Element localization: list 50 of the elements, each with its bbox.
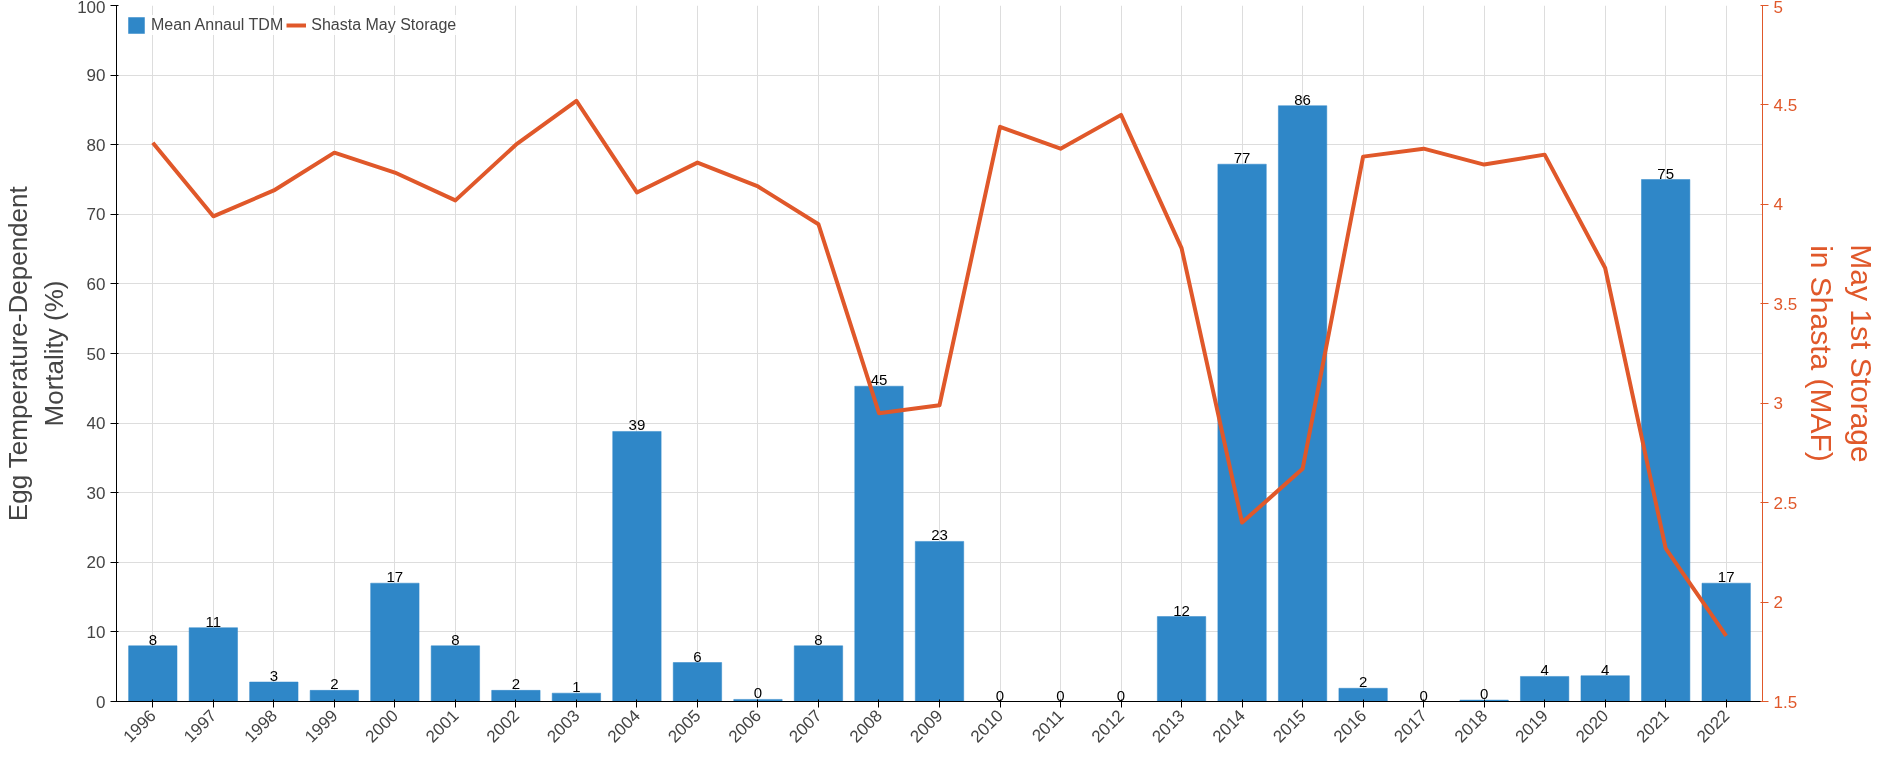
- data-label: 86: [1294, 90, 1311, 108]
- data-label: 8: [148, 630, 157, 648]
- y-tick-label: 40: [86, 414, 106, 434]
- data-label: 1: [572, 678, 581, 696]
- data-label: 0: [753, 684, 763, 702]
- data-label: 11: [205, 612, 222, 630]
- data-label: 6: [693, 647, 702, 665]
- y-tick-label: 20: [86, 553, 106, 573]
- y-tick-label: 30: [86, 483, 106, 503]
- y-tick-label: 90: [86, 66, 106, 86]
- data-label: 17: [386, 568, 404, 586]
- y-tick-label: 10: [86, 622, 106, 642]
- data-label: 2: [1358, 673, 1368, 691]
- data-label: 8: [451, 630, 460, 648]
- y2-tick-label: 3: [1773, 394, 1783, 414]
- y-tick-label: 100: [77, 0, 106, 17]
- data-label: 0: [995, 686, 1005, 704]
- y-tick-label: 0: [96, 692, 106, 712]
- data-label: 3: [269, 667, 279, 685]
- y-tick-label: 60: [86, 274, 106, 294]
- y2-tick-label: 4: [1773, 195, 1783, 215]
- legend-label: Mean Annaul TDM: [151, 16, 284, 34]
- data-label: 75: [1657, 164, 1675, 182]
- y-tick-label: 80: [86, 135, 106, 155]
- data-label: 0: [1419, 686, 1428, 704]
- data-label: 23: [931, 526, 948, 544]
- data-label: 77: [1233, 149, 1251, 167]
- data-label: 0: [1479, 685, 1489, 703]
- data-label: 2: [330, 675, 339, 693]
- y2-axis-title: May 1st Storage in Shasta (MAF): [1805, 244, 1878, 463]
- y2-tick-label: 1.5: [1773, 692, 1798, 712]
- data-label: 4: [1540, 661, 1549, 679]
- y2-tick-label: 5: [1773, 0, 1783, 17]
- y2-tick-label: 3.5: [1773, 294, 1798, 314]
- y2-tick-label: 2: [1773, 593, 1783, 613]
- data-label: 8: [814, 630, 823, 648]
- legend-label: Shasta May Storage: [311, 16, 457, 34]
- data-label: 2: [511, 675, 521, 693]
- y2-tick-label: 4.5: [1773, 95, 1798, 115]
- data-label: 0: [1116, 686, 1126, 704]
- data-label: 4: [1600, 660, 1610, 678]
- y-tick-label: 70: [86, 205, 106, 225]
- data-label: 17: [1717, 568, 1735, 586]
- y-axis-title: Egg Temperature-Dependent Mortality (%): [3, 185, 70, 522]
- data-label: 39: [628, 416, 646, 434]
- y-tick-label: 50: [86, 344, 106, 364]
- data-label: 45: [870, 371, 888, 389]
- data-label: 0: [1056, 686, 1065, 704]
- y2-tick-label: 2.5: [1773, 493, 1798, 513]
- data-label: 12: [1173, 601, 1190, 619]
